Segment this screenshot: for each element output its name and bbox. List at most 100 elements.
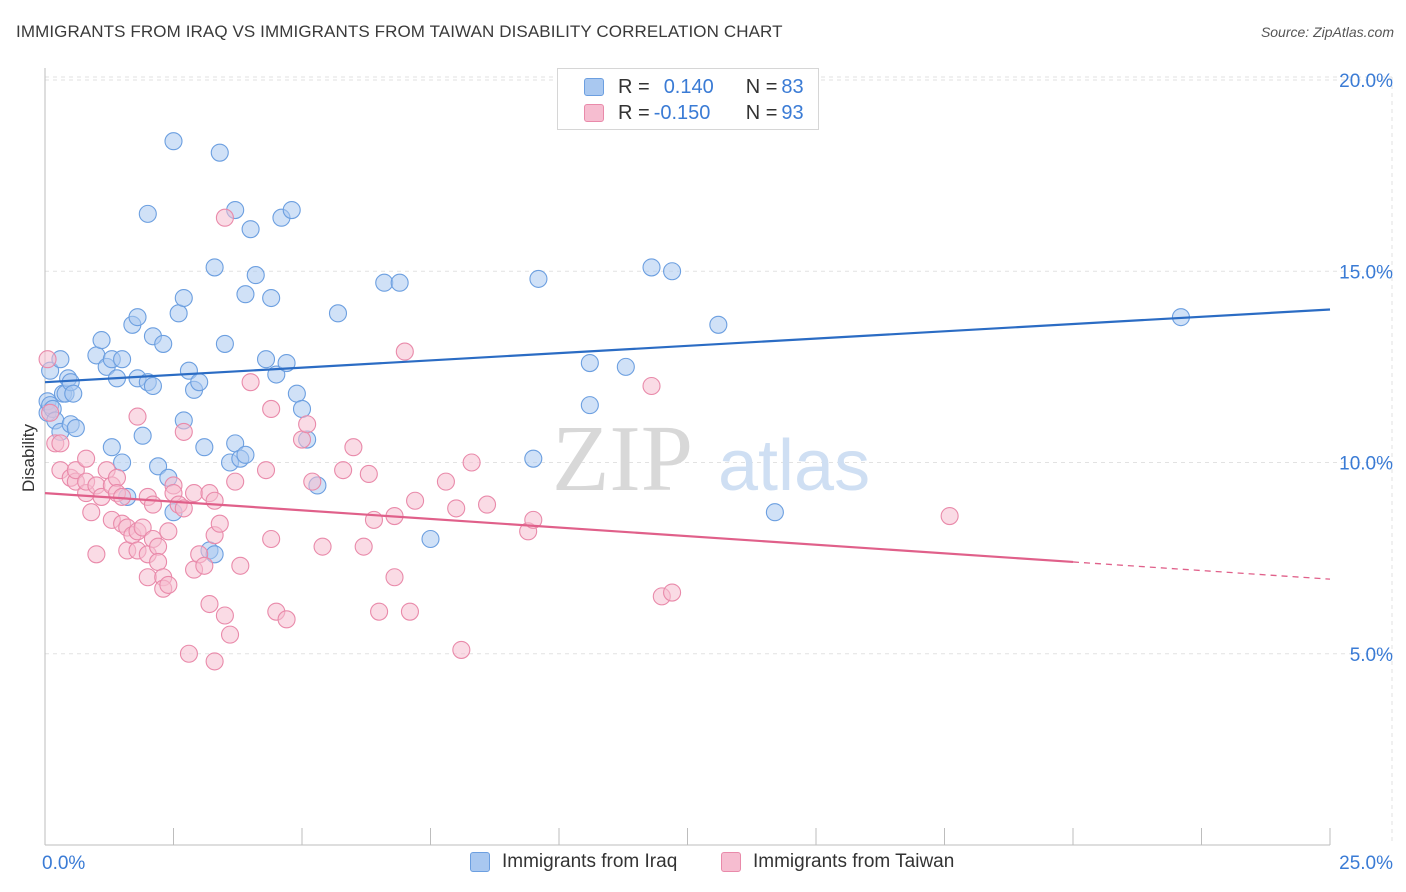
taiwan-point bbox=[256, 461, 276, 480]
iraq-point bbox=[236, 445, 255, 464]
bottom-legend-iraq: Immigrants from Iraq bbox=[470, 851, 677, 873]
taiwan-point bbox=[436, 472, 455, 491]
taiwan-point bbox=[277, 610, 296, 629]
taiwan-point bbox=[452, 640, 471, 659]
taiwan-point bbox=[524, 510, 543, 529]
x-tick-label-min: 0.0% bbox=[42, 853, 85, 874]
taiwan-point bbox=[159, 575, 178, 594]
taiwan-point bbox=[195, 556, 214, 575]
taiwan-point bbox=[205, 491, 224, 510]
taiwan-point bbox=[41, 403, 60, 422]
taiwan-point bbox=[385, 568, 404, 587]
taiwan-point bbox=[66, 461, 85, 480]
iraq-point bbox=[149, 457, 168, 476]
taiwan-point bbox=[174, 499, 193, 518]
taiwan-trend-extrapolation bbox=[1072, 561, 1331, 580]
iraq-point bbox=[174, 288, 193, 308]
iraq-n-label: N = bbox=[745, 75, 778, 98]
iraq-point bbox=[663, 262, 682, 281]
taiwan-point bbox=[210, 514, 229, 533]
source-credit: Source: ZipAtlas.com bbox=[1260, 24, 1394, 40]
iraq-point bbox=[375, 273, 394, 292]
iraq-point bbox=[133, 426, 152, 445]
taiwan-point bbox=[400, 602, 419, 621]
taiwan-point bbox=[344, 438, 363, 457]
taiwan-point bbox=[940, 506, 959, 526]
taiwan-point bbox=[359, 464, 378, 484]
iraq-point bbox=[154, 334, 173, 353]
taiwan-point bbox=[477, 495, 497, 514]
taiwan-point bbox=[354, 537, 373, 556]
iraq-point bbox=[524, 449, 543, 468]
iraq-point bbox=[529, 269, 548, 288]
iraq-point bbox=[92, 331, 111, 350]
taiwan-point bbox=[241, 373, 260, 392]
taiwan-point bbox=[128, 407, 147, 426]
iraq-point bbox=[580, 353, 599, 373]
iraq-n-value: 83 bbox=[781, 75, 804, 98]
iraq-point bbox=[66, 419, 85, 438]
taiwan-point bbox=[642, 376, 661, 396]
taiwan-point bbox=[107, 468, 127, 487]
iraq-point bbox=[210, 143, 229, 162]
points-layer bbox=[38, 132, 1190, 671]
iraq-swatch bbox=[584, 78, 604, 96]
taiwan-point bbox=[334, 461, 353, 480]
taiwan-point bbox=[87, 545, 106, 564]
taiwan-point bbox=[262, 529, 281, 549]
iraq-point bbox=[102, 438, 121, 457]
iraq-point bbox=[282, 201, 301, 220]
taiwan-point bbox=[200, 594, 219, 614]
iraq-point bbox=[580, 396, 599, 415]
taiwan-point bbox=[663, 583, 682, 602]
taiwan-point bbox=[292, 430, 312, 449]
y-tick-label: 10.0% bbox=[1339, 454, 1393, 475]
taiwan-point bbox=[185, 484, 204, 503]
watermark-atlas: atlas bbox=[718, 426, 870, 506]
iraq-r-label: R = bbox=[618, 75, 650, 98]
chart-title: IMMIGRANTS FROM IRAQ VS IMMIGRANTS FROM … bbox=[16, 22, 783, 41]
taiwan-point bbox=[220, 625, 240, 644]
iraq-point bbox=[169, 304, 188, 323]
correlation-legend: R = 0.140 N = 83 R = -0.150 N = 93 bbox=[557, 68, 819, 130]
taiwan-point bbox=[179, 644, 198, 663]
iraq-point bbox=[113, 453, 132, 472]
legend-row-taiwan: R = -0.150 N = 93 bbox=[584, 101, 804, 125]
taiwan-point bbox=[406, 491, 425, 510]
x-tick-label-max: 25.0% bbox=[1339, 853, 1393, 874]
iraq-trend-line bbox=[44, 308, 1331, 384]
taiwan-point bbox=[231, 556, 250, 575]
taiwan-point bbox=[133, 518, 152, 537]
taiwan-r-value: -0.150 bbox=[653, 101, 711, 124]
iraq-point bbox=[287, 384, 306, 403]
watermark-zip: ZIP bbox=[552, 407, 693, 511]
y-axis-label: Disability bbox=[19, 423, 38, 492]
iraq-point bbox=[421, 529, 440, 549]
taiwan-point bbox=[38, 350, 57, 369]
iraq-point bbox=[616, 357, 635, 376]
taiwan-point bbox=[149, 552, 168, 572]
iraq-point bbox=[709, 315, 728, 334]
iraq-point bbox=[113, 350, 132, 369]
iraq-point bbox=[642, 258, 661, 277]
taiwan-n-value: 93 bbox=[781, 101, 804, 124]
taiwan-point bbox=[51, 434, 70, 453]
taiwan-n-label: N = bbox=[745, 101, 778, 124]
taiwan-point bbox=[447, 499, 466, 518]
taiwan-swatch bbox=[584, 104, 604, 122]
iraq-point bbox=[241, 220, 260, 239]
y-tick-label: 15.0% bbox=[1339, 262, 1393, 283]
taiwan-trend-line bbox=[44, 492, 1074, 564]
iraq-point bbox=[292, 399, 312, 419]
iraq-point bbox=[195, 438, 214, 457]
iraq-point bbox=[190, 373, 209, 392]
taiwan-point bbox=[262, 399, 281, 419]
iraq-point bbox=[262, 288, 281, 308]
iraq-point bbox=[390, 273, 409, 292]
iraq-point bbox=[143, 376, 162, 396]
bottom-iraq-label: Immigrants from Iraq bbox=[502, 851, 678, 872]
taiwan-point bbox=[174, 422, 193, 441]
taiwan-r-label: R = bbox=[618, 101, 650, 124]
taiwan-point bbox=[395, 342, 414, 361]
taiwan-point bbox=[77, 449, 96, 468]
